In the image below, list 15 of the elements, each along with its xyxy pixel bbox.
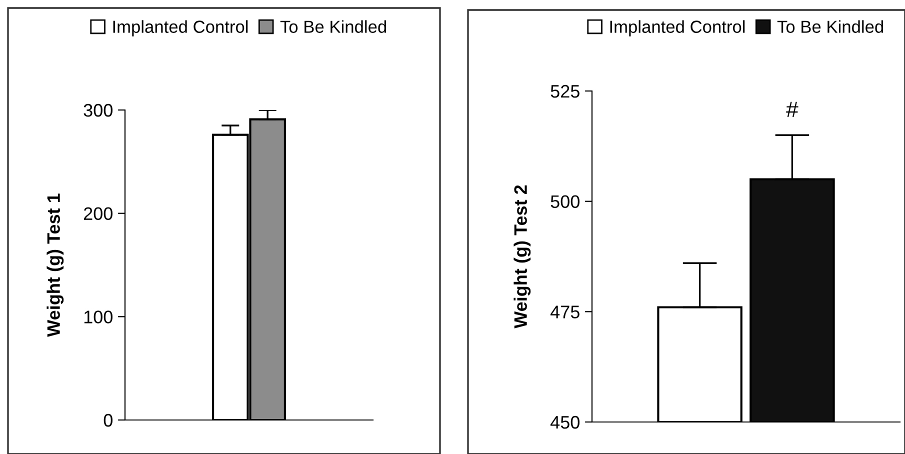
y-tick-label: 450 — [550, 416, 580, 429]
y-tick-label: 475 — [550, 306, 580, 318]
legend-label: To Be Kindled — [280, 20, 386, 33]
legend-label: Implanted Control — [610, 20, 745, 36]
y-tick-label: 500 — [550, 195, 580, 208]
annotation: # — [786, 102, 798, 118]
y-tick-label: 525 — [550, 84, 580, 98]
y-tick-label: 300 — [84, 104, 112, 117]
y-tick-label: 100 — [84, 310, 112, 324]
y-tick-label: 200 — [84, 207, 112, 220]
y-tick-label: 0 — [104, 414, 112, 427]
legend-label: Implanted Control — [113, 20, 248, 36]
y-axis-title: Weight (g) Test 2 — [514, 185, 531, 328]
y-axis-title: Weight (g) Test 1 — [46, 194, 64, 337]
legend-label: To Be Kindled — [777, 20, 883, 33]
